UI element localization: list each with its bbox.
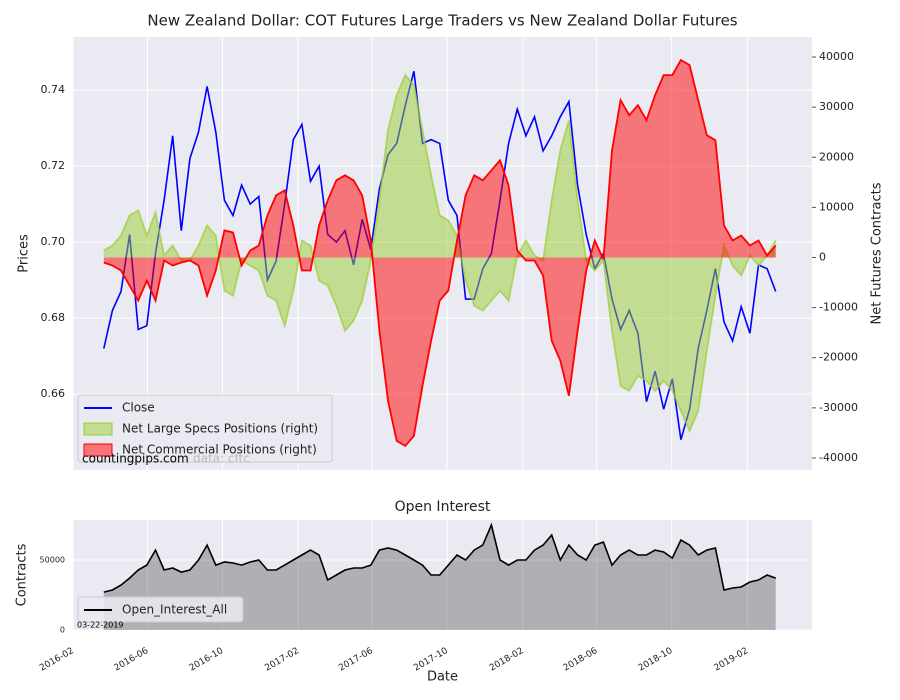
y-tick-label: 0.68 bbox=[41, 311, 66, 324]
y2-tick-label: -10000 bbox=[819, 301, 858, 314]
x-tick-label: 2018-02 bbox=[488, 646, 526, 673]
area-fill bbox=[103, 525, 776, 630]
y-tick-label: 0 bbox=[60, 626, 65, 635]
source-note: data: cftc bbox=[193, 452, 250, 466]
series-line bbox=[103, 522, 776, 593]
x-tick-label: 2017-06 bbox=[337, 646, 375, 674]
series-line bbox=[103, 58, 777, 448]
date-note: 03-22-2019 bbox=[77, 621, 124, 630]
x-tick-label: 2019-02 bbox=[713, 646, 751, 673]
legend-swatch bbox=[83, 443, 113, 457]
x-tick-label: 2016-06 bbox=[113, 646, 151, 674]
x-tick-label: 2016-10 bbox=[188, 646, 226, 674]
legend-label: Open_Interest_All bbox=[122, 603, 227, 617]
legend-label: Net Commercial Positions (right) bbox=[122, 443, 317, 457]
y-tick-label: 0.74 bbox=[41, 83, 66, 96]
x-tick-label: 2016-02 bbox=[38, 646, 76, 673]
series-line bbox=[103, 73, 777, 434]
legend-label: Net Large Specs Positions (right) bbox=[122, 422, 318, 436]
y-tick-label: 0.66 bbox=[41, 387, 66, 400]
y2-axis-label: Net Futures Contracts bbox=[870, 182, 885, 324]
legend-swatch bbox=[83, 422, 113, 436]
x-axis-label: Date bbox=[427, 670, 458, 685]
chart-title: Open Interest bbox=[395, 499, 491, 515]
y2-tick-label: 0 bbox=[819, 251, 826, 264]
y-axis-label: Contracts bbox=[15, 543, 30, 606]
chart-title: New Zealand Dollar: COT Futures Large Tr… bbox=[147, 12, 737, 30]
y2-tick-label: 30000 bbox=[819, 100, 854, 113]
legend-box bbox=[77, 394, 333, 463]
legend-label: Close bbox=[122, 401, 155, 415]
y2-tick-label: 40000 bbox=[819, 50, 854, 63]
y2-tick-label: -40000 bbox=[819, 451, 858, 464]
watermark: countingpips.com bbox=[82, 452, 189, 466]
y2-tick-label: 20000 bbox=[819, 150, 854, 163]
y2-tick-label: -20000 bbox=[819, 351, 858, 364]
x-tick-label: 2018-06 bbox=[562, 646, 600, 674]
series-line bbox=[103, 71, 777, 440]
y-tick-label: 0.70 bbox=[41, 235, 66, 248]
legend-box bbox=[77, 596, 244, 623]
y-tick-label: 50000 bbox=[40, 556, 65, 565]
x-tick-label: 2018-10 bbox=[637, 646, 675, 674]
area-fill bbox=[103, 75, 776, 431]
y-tick-label: 0.72 bbox=[41, 159, 66, 172]
y2-tick-label: -30000 bbox=[819, 401, 858, 414]
x-tick-label: 2017-02 bbox=[263, 646, 301, 673]
y2-tick-label: 10000 bbox=[819, 200, 854, 213]
y-axis-label: Prices bbox=[17, 234, 32, 273]
